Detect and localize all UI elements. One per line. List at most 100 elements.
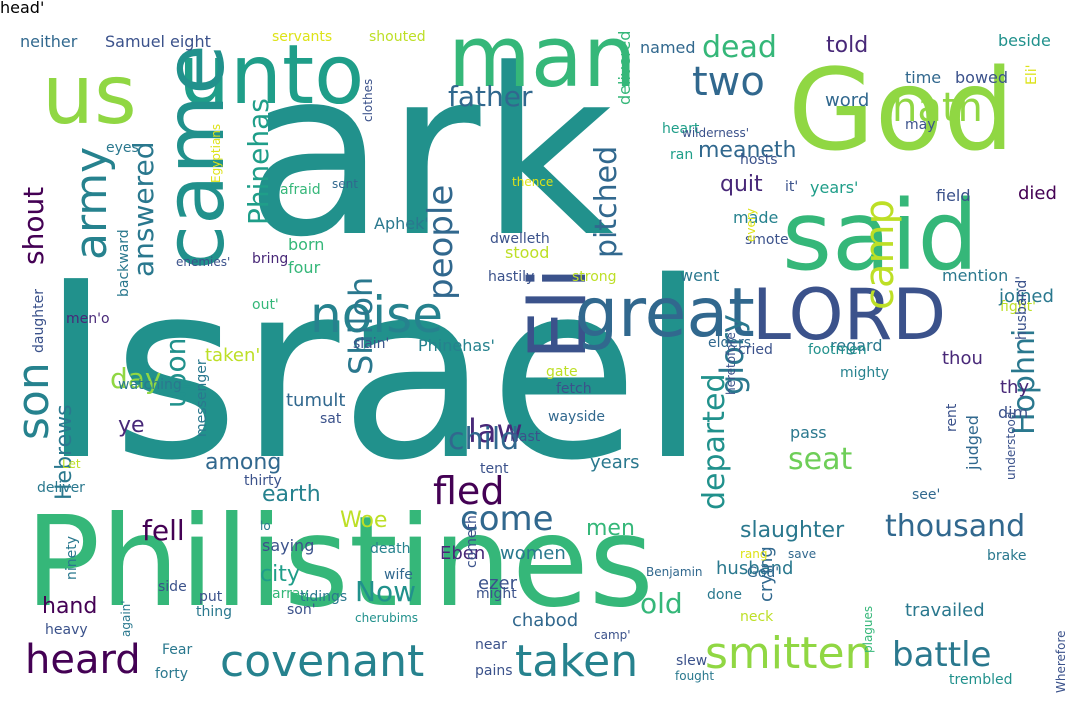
cloud-word: may bbox=[905, 117, 936, 133]
cloud-word: city bbox=[260, 562, 300, 587]
cloud-word: tumult bbox=[286, 390, 346, 411]
cloud-word: Eben bbox=[440, 543, 486, 564]
cloud-word: great bbox=[575, 274, 755, 353]
cloud-word: dwelleth bbox=[490, 231, 550, 247]
cloud-word: son' bbox=[287, 602, 316, 618]
cloud-word: died bbox=[1018, 183, 1057, 204]
cloud-word: done bbox=[707, 587, 742, 603]
cloud-word: made bbox=[733, 208, 779, 227]
cloud-word: neither bbox=[20, 32, 78, 51]
cloud-word: thirty bbox=[244, 473, 282, 489]
cloud-word: slain' bbox=[353, 336, 390, 352]
cloud-word: saying bbox=[262, 536, 315, 555]
cloud-word: wife bbox=[384, 567, 413, 583]
cloud-word: noise bbox=[310, 286, 443, 344]
cloud-word: pains bbox=[475, 663, 513, 679]
cloud-word: head' bbox=[0, 0, 45, 17]
cloud-word: fetch bbox=[556, 381, 592, 397]
cloud-word: upon bbox=[159, 337, 192, 408]
cloud-word: watching bbox=[118, 377, 182, 393]
cloud-word: fought bbox=[675, 669, 715, 683]
cloud-word: father bbox=[448, 80, 533, 113]
cloud-word: army bbox=[66, 146, 117, 260]
cloud-word: heavy bbox=[45, 622, 88, 638]
cloud-word: field bbox=[936, 186, 971, 205]
cloud-word: Phinehas' bbox=[418, 336, 495, 355]
cloud-word: cried bbox=[738, 342, 773, 358]
cloud-word: answered bbox=[127, 141, 160, 277]
cloud-word: cometh bbox=[464, 515, 480, 568]
cloud-word: chabod bbox=[512, 610, 579, 631]
cloud-word: enemies' bbox=[176, 255, 231, 269]
cloud-word: Israel bbox=[40, 230, 707, 514]
cloud-word: tent bbox=[480, 461, 509, 477]
cloud-word: law bbox=[468, 412, 523, 450]
cloud-word: thy bbox=[1000, 377, 1030, 398]
cloud-word: brake bbox=[987, 548, 1027, 564]
cloud-word: ninety bbox=[64, 535, 80, 580]
cloud-word: eyes bbox=[106, 140, 139, 156]
cloud-word: camp bbox=[857, 199, 903, 310]
cloud-word: beside bbox=[998, 31, 1051, 50]
cloud-word: forty bbox=[155, 666, 189, 682]
cloud-word: unto bbox=[178, 28, 365, 123]
cloud-word: wayside bbox=[548, 409, 605, 425]
cloud-word: sent bbox=[332, 177, 358, 191]
cloud-word: Let bbox=[62, 457, 81, 471]
cloud-word: fell bbox=[142, 514, 185, 547]
cloud-word: hastily bbox=[488, 269, 535, 285]
cloud-word: Egyptians bbox=[209, 123, 223, 183]
cloud-word: afraid bbox=[280, 182, 321, 198]
cloud-word: Fear bbox=[162, 642, 193, 658]
cloud-word: slaughter bbox=[740, 518, 845, 543]
cloud-word: travailed bbox=[905, 600, 985, 621]
cloud-word: dim bbox=[998, 403, 1029, 422]
cloud-word: thing bbox=[196, 604, 233, 620]
cloud-word: born bbox=[288, 235, 325, 254]
cloud-word: mention bbox=[942, 266, 1009, 285]
cloud-word: ye bbox=[118, 413, 145, 438]
cloud-word: came bbox=[148, 44, 243, 270]
cloud-word: again' bbox=[119, 600, 133, 637]
cloud-word: see' bbox=[912, 487, 941, 503]
cloud-word: lo bbox=[260, 519, 271, 533]
cloud-word: clothes bbox=[361, 78, 375, 122]
cloud-word: bowed bbox=[955, 68, 1009, 87]
cloud-word: pass bbox=[790, 423, 827, 442]
cloud-word: told bbox=[826, 33, 869, 58]
cloud-word: regard bbox=[830, 336, 883, 355]
cloud-word: Woe bbox=[340, 508, 388, 533]
cloud-word: strong bbox=[572, 269, 617, 285]
cloud-word: quit bbox=[720, 172, 763, 197]
cloud-word: husband' bbox=[1014, 275, 1030, 340]
cloud-word: Shiloh bbox=[342, 276, 380, 375]
cloud-word: man bbox=[448, 8, 637, 107]
cloud-word: men'o bbox=[66, 311, 110, 327]
cloud-word: every bbox=[744, 208, 758, 242]
cloud-word: battle bbox=[892, 635, 992, 675]
cloud-word: word bbox=[825, 90, 870, 111]
cloud-word: camp' bbox=[594, 628, 631, 642]
cloud-word: child bbox=[448, 422, 520, 457]
cloud-word: Aphek' bbox=[374, 214, 429, 233]
cloud-word: Now bbox=[355, 575, 416, 608]
cloud-word: smitten bbox=[705, 628, 873, 679]
cloud-word: two bbox=[692, 59, 765, 105]
cloud-word: hand bbox=[42, 594, 98, 619]
cloud-word: shouted bbox=[369, 29, 426, 45]
cloud-word: said bbox=[782, 180, 979, 292]
cloud-word: footmen' bbox=[808, 342, 871, 358]
cloud-word: fight' bbox=[1000, 299, 1036, 315]
cloud-word: hath bbox=[892, 85, 983, 131]
cloud-word: heard bbox=[25, 637, 141, 683]
cloud-word: it' bbox=[785, 179, 799, 195]
cloud-word: slew bbox=[676, 653, 708, 669]
cloud-word: bring bbox=[252, 251, 289, 267]
cloud-word: Philistines bbox=[25, 490, 654, 635]
cloud-word: fled bbox=[433, 469, 505, 513]
cloud-word: understood bbox=[1004, 411, 1018, 480]
cloud-word: come bbox=[460, 499, 554, 539]
cloud-word: dead bbox=[702, 30, 777, 65]
cloud-word: thence bbox=[512, 175, 554, 189]
